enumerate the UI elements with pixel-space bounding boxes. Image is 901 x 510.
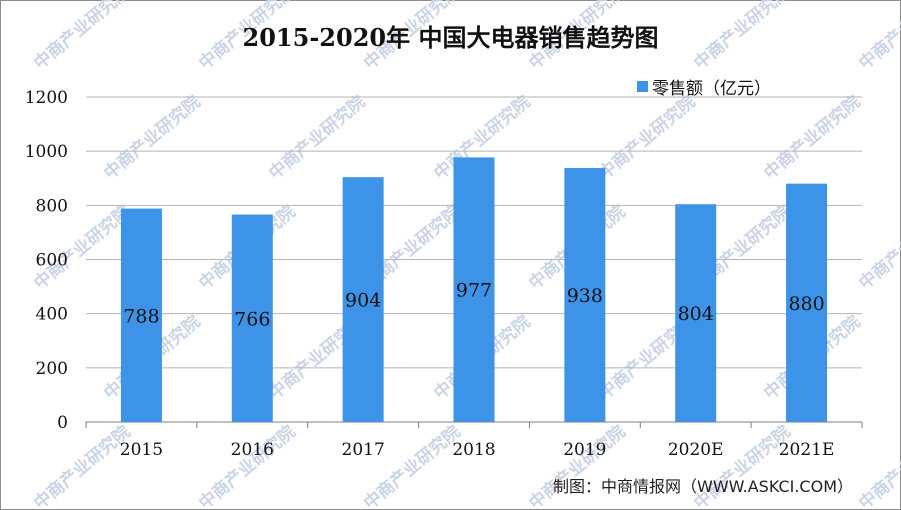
y-tick-label: 400 <box>36 305 68 325</box>
y-tick-label: 200 <box>36 359 68 379</box>
y-tick-label: 1000 <box>25 142 68 162</box>
legend: 零售额（亿元） <box>637 74 771 99</box>
watermark-text: 中商产业研究院 <box>30 421 135 510</box>
legend-label: 零售额（亿元） <box>652 79 771 99</box>
data-label: 904 <box>345 290 381 312</box>
x-tick-label: 2016 <box>231 440 274 460</box>
x-tick-label: 2015 <box>120 440 163 460</box>
watermark-text: 中商产业研究院 <box>760 91 865 184</box>
y-tick-label: 600 <box>36 251 68 271</box>
bar <box>786 183 828 422</box>
watermark-text: 中商产业研究院 <box>595 91 700 184</box>
bar <box>231 214 273 422</box>
data-label: 977 <box>456 280 492 302</box>
y-tick-label: 1200 <box>25 88 68 108</box>
bar <box>342 177 384 422</box>
watermark-text: 中商产业研究院 <box>360 421 465 510</box>
data-label: 880 <box>788 293 824 315</box>
bar <box>120 208 162 422</box>
x-tick-label: 2021E <box>779 440 835 460</box>
data-label: 804 <box>678 303 714 325</box>
x-tick-label: 2020E <box>668 440 724 460</box>
chart-title: 2015-2020年 中国大电器销售趋势图 <box>242 23 659 52</box>
legend-swatch <box>637 81 648 92</box>
chart-credit: 制图：中商情报网（WWW.ASKCI.COM） <box>553 477 853 496</box>
data-label: 766 <box>234 308 270 330</box>
watermark-text: 中商产业研究院 <box>195 421 300 510</box>
x-tick-label: 2018 <box>452 440 495 460</box>
x-tick-label: 2017 <box>342 440 385 460</box>
watermark-text: 中商产业研究院 <box>855 421 901 510</box>
bar <box>564 167 606 422</box>
data-label: 788 <box>123 305 159 327</box>
x-tick-label: 2019 <box>563 440 606 460</box>
watermark-text: 中商产业研究院 <box>265 91 370 184</box>
data-label: 938 <box>567 285 603 307</box>
y-tick-label: 0 <box>57 413 68 433</box>
bar <box>453 157 495 423</box>
bar <box>675 204 717 422</box>
y-tick-label: 800 <box>36 196 68 216</box>
watermark-text: 中商产业研究院 <box>100 91 205 184</box>
watermark-text: 中商产业研究院 <box>855 201 901 294</box>
